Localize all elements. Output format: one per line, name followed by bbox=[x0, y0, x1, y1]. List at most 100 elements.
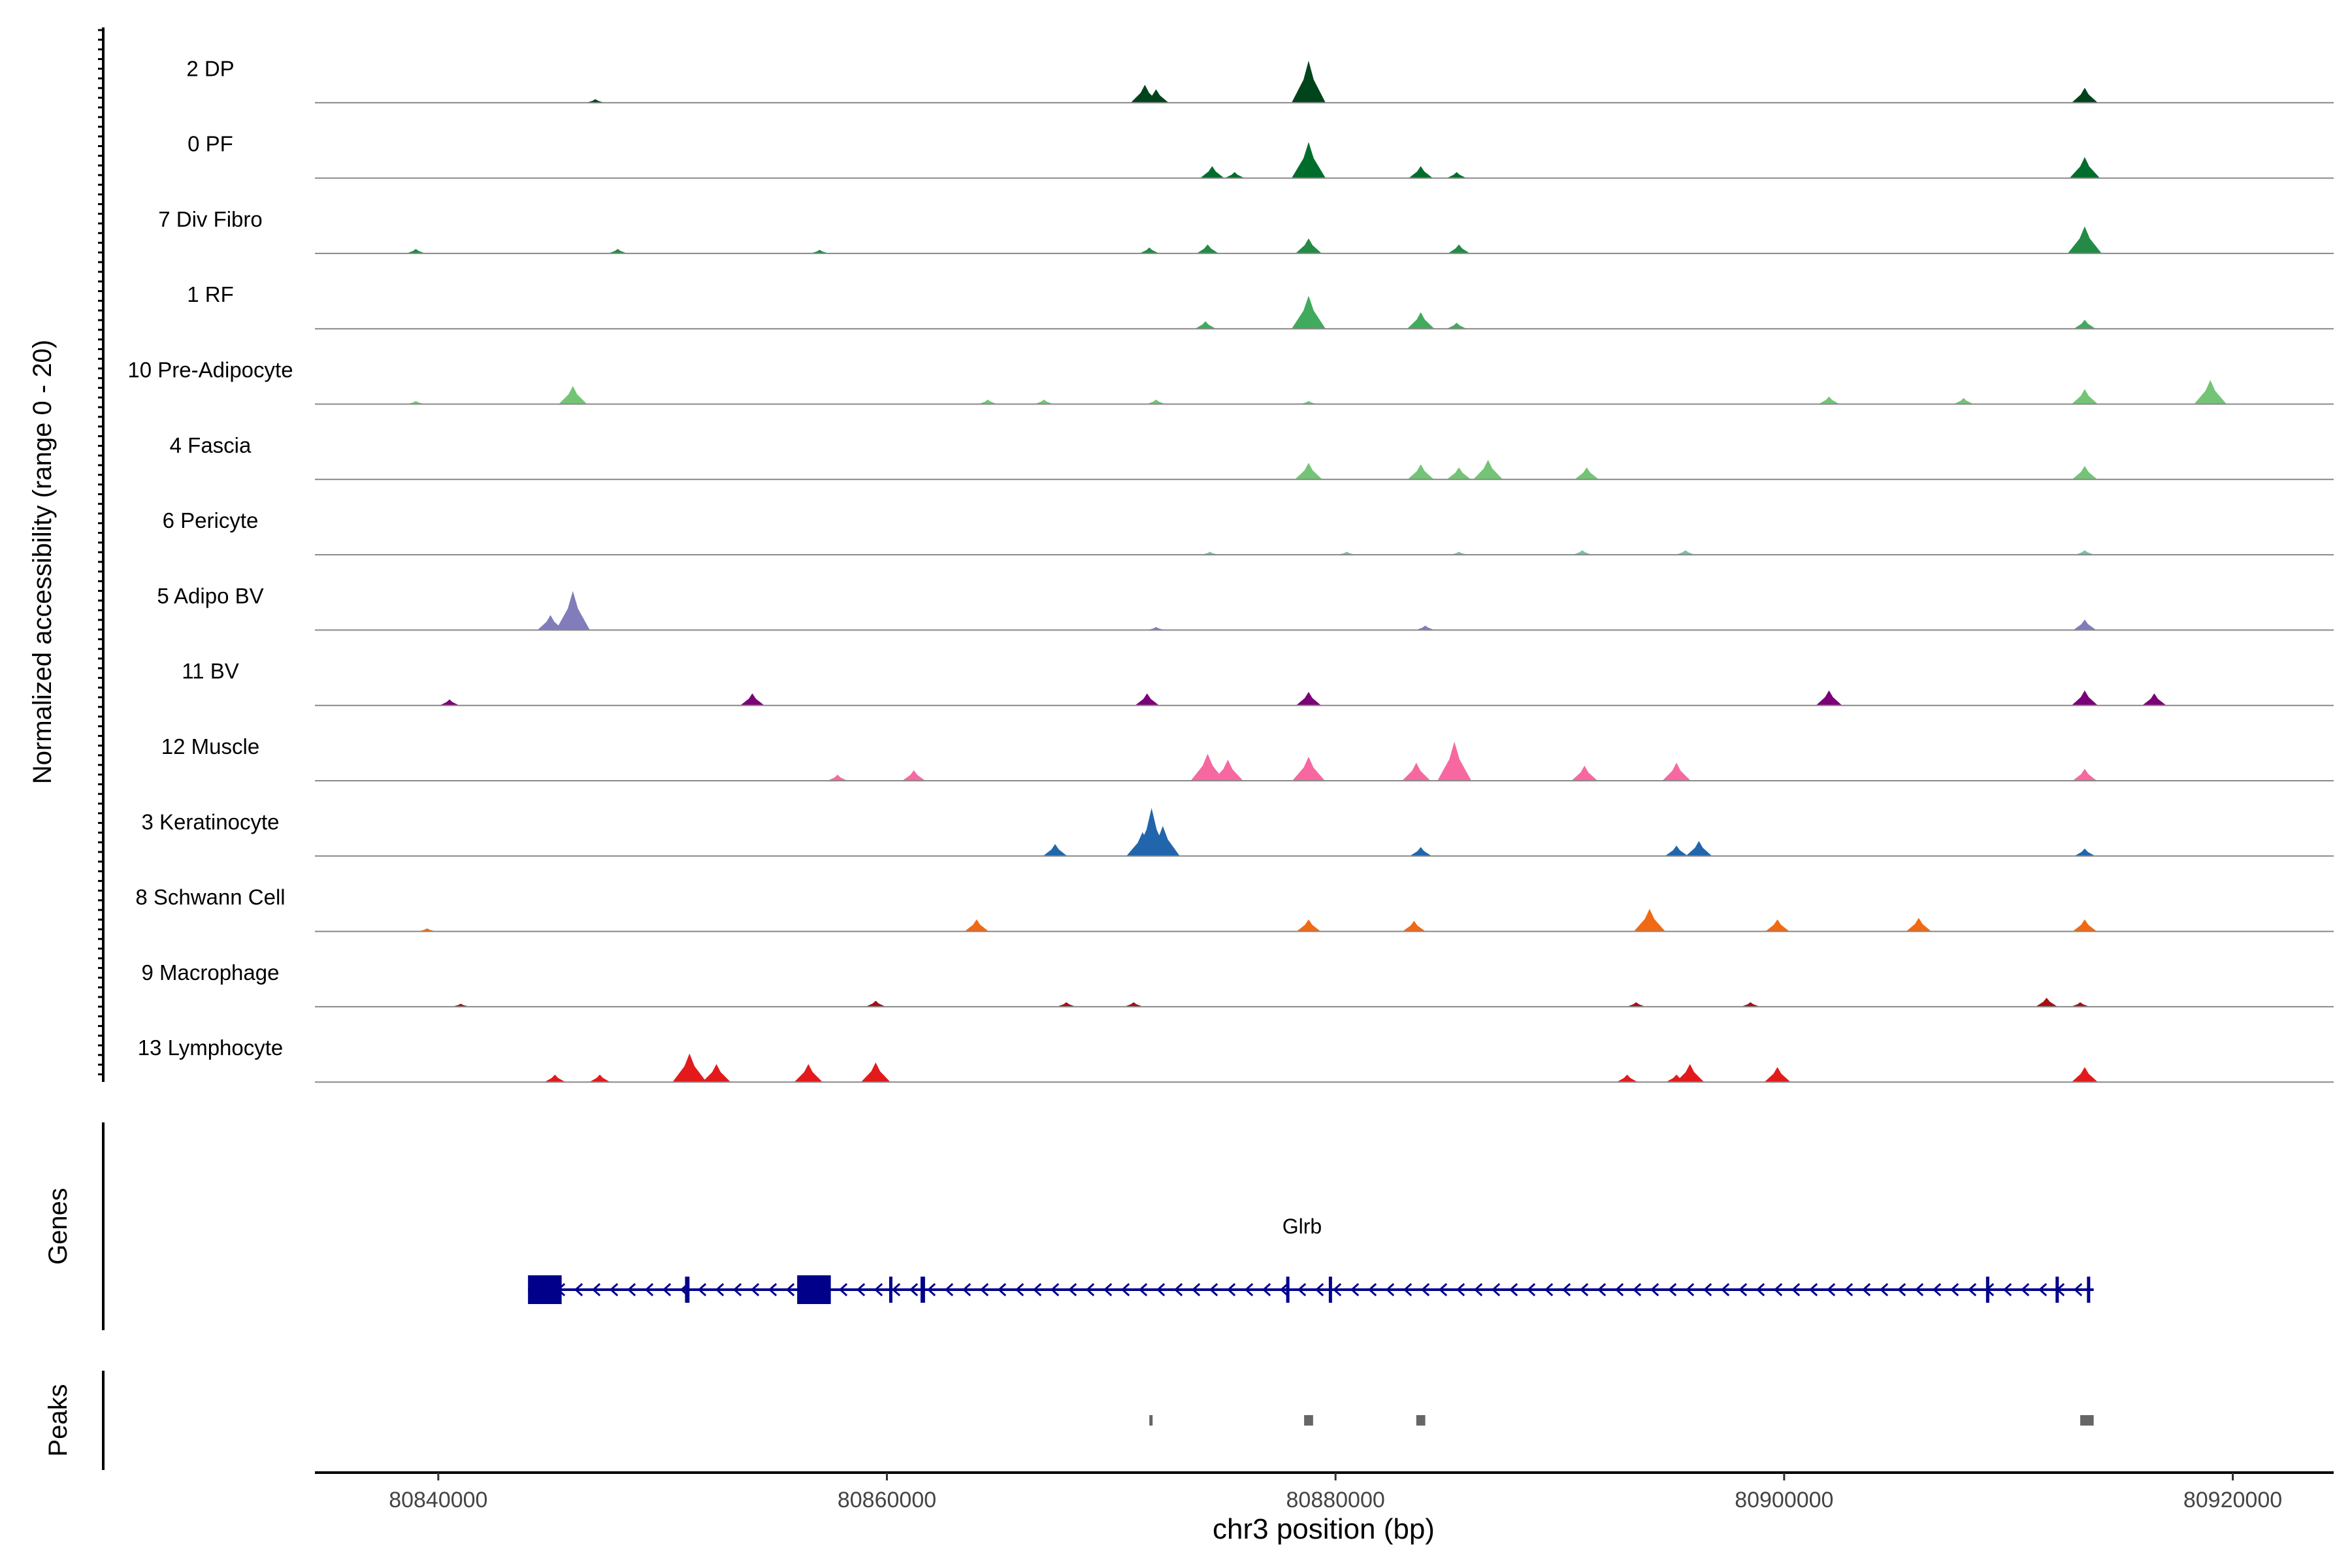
x-axis: 80840000 80860000 80880000 80900000 80920000… bbox=[315, 1471, 2334, 1545]
strand-arrow bbox=[1561, 1282, 1571, 1297]
coverage-peak bbox=[2069, 157, 2100, 178]
peak-mark bbox=[1416, 1415, 1426, 1426]
x-tick-label: 80860000 bbox=[838, 1488, 936, 1512]
strand-arrow bbox=[944, 1282, 954, 1297]
strand-arrow bbox=[1773, 1282, 1783, 1297]
gene-exon bbox=[1985, 1277, 1989, 1303]
coverage-peak bbox=[1616, 1074, 1638, 1083]
gene-model bbox=[528, 1275, 2094, 1304]
coverage-peak bbox=[586, 99, 605, 103]
coverage-peak bbox=[1190, 753, 1225, 781]
strand-arrow bbox=[1385, 1282, 1395, 1297]
gene-name-label: Glrb bbox=[1282, 1215, 1322, 1238]
x-tick-label: 80880000 bbox=[1286, 1488, 1385, 1512]
strand-arrow bbox=[1438, 1282, 1448, 1297]
track-label: 1 RF bbox=[187, 282, 234, 306]
coverage-peak bbox=[1953, 398, 1974, 404]
strand-arrow bbox=[1315, 1282, 1324, 1297]
strand-arrow bbox=[1808, 1282, 1818, 1297]
accessibility-y-axis bbox=[98, 27, 105, 1082]
strand-arrow bbox=[1367, 1282, 1377, 1297]
coverage-peak bbox=[860, 1062, 890, 1083]
strand-arrow bbox=[1914, 1282, 1924, 1297]
strand-arrow bbox=[1332, 1282, 1342, 1297]
track-label: 5 Adipo BV bbox=[157, 583, 263, 608]
strand-arrow bbox=[979, 1282, 989, 1297]
coverage-peak bbox=[810, 250, 829, 253]
coverage-peak bbox=[1213, 759, 1243, 781]
coverage-peak bbox=[1626, 1002, 1646, 1007]
track-label: 13 Lymphocyte bbox=[138, 1036, 284, 1060]
strand-arrow bbox=[1897, 1282, 1906, 1297]
strand-arrow bbox=[1103, 1282, 1113, 1297]
coverage-peak bbox=[1034, 399, 1054, 404]
coverage-peak bbox=[2035, 998, 2058, 1007]
strand-arrow bbox=[1032, 1282, 1042, 1297]
coverage-peak bbox=[1409, 847, 1432, 857]
track-label: 0 PF bbox=[188, 132, 233, 156]
strand-arrow bbox=[1050, 1282, 1060, 1297]
coverage-peak bbox=[1448, 244, 1470, 253]
gene-exon bbox=[1328, 1277, 1332, 1303]
peaks-axis-label: Peaks bbox=[44, 1384, 73, 1456]
coverage-peak bbox=[2072, 466, 2098, 480]
gene-exon bbox=[685, 1277, 690, 1303]
coverage-peak bbox=[1296, 692, 1322, 706]
strand-arrow bbox=[997, 1282, 1007, 1297]
track-13-lymphocyte: 13 Lymphocyte bbox=[138, 1036, 2334, 1083]
strand-arrow bbox=[926, 1282, 936, 1297]
strand-arrow bbox=[1650, 1282, 1659, 1297]
track-10-pre-adipocyte: 10 Pre-Adipocyte bbox=[127, 358, 2334, 405]
track-8-schwann-cell: 8 Schwann Cell bbox=[135, 885, 2334, 932]
strand-arrow bbox=[627, 1282, 636, 1297]
coverage-peak bbox=[1296, 919, 1321, 932]
coverage-peak bbox=[1473, 459, 1503, 480]
strand-arrow bbox=[1791, 1282, 1801, 1297]
strand-arrow bbox=[1226, 1282, 1236, 1297]
strand-arrow bbox=[715, 1282, 725, 1297]
coverage-peak bbox=[555, 591, 590, 630]
strand-arrow bbox=[1967, 1282, 1977, 1297]
strand-arrow bbox=[591, 1282, 601, 1297]
coverage-peak bbox=[1450, 551, 1468, 555]
coverage-peak bbox=[406, 249, 425, 253]
strand-arrow bbox=[1932, 1282, 1942, 1297]
coverage-peak bbox=[866, 1000, 886, 1007]
strand-arrow bbox=[2073, 1282, 2083, 1297]
coverage-peak bbox=[1409, 166, 1433, 178]
track-2-dp: 2 DP bbox=[186, 56, 2334, 104]
coverage-peak bbox=[1446, 467, 1471, 480]
strand-arrow bbox=[1120, 1282, 1130, 1297]
coverage-peak bbox=[2067, 226, 2102, 253]
coverage-peak bbox=[2194, 380, 2227, 404]
coverage-peak bbox=[978, 399, 998, 404]
coverage-peak bbox=[1437, 742, 1472, 781]
strand-arrow bbox=[1244, 1282, 1254, 1297]
coverage-peak bbox=[608, 249, 627, 253]
coverage-peak bbox=[1124, 1002, 1143, 1007]
strand-arrow bbox=[1209, 1282, 1218, 1297]
coverage-peak bbox=[2072, 919, 2097, 932]
coverage-peak bbox=[1575, 467, 1599, 480]
strand-arrow bbox=[1950, 1282, 1959, 1297]
coverage-peak bbox=[1196, 244, 1219, 253]
coverage-peak bbox=[1299, 400, 1318, 404]
strand-arrow bbox=[1473, 1282, 1483, 1297]
track-0-pf: 0 PF bbox=[188, 132, 2334, 179]
track-9-macrophage: 9 Macrophage bbox=[142, 960, 2334, 1007]
coverage-peak bbox=[559, 385, 587, 404]
strand-arrow bbox=[874, 1282, 883, 1297]
peak-mark bbox=[1304, 1415, 1313, 1426]
coverage-peak bbox=[2071, 389, 2098, 404]
strand-arrow bbox=[1738, 1282, 1748, 1297]
strand-arrow bbox=[909, 1282, 919, 1297]
strand-arrow bbox=[1279, 1282, 1289, 1297]
coverage-peak bbox=[2074, 319, 2096, 329]
coverage-peak bbox=[1337, 551, 1356, 555]
gene-exon bbox=[921, 1277, 925, 1303]
strand-arrow bbox=[2020, 1282, 2030, 1297]
strand-arrow bbox=[1403, 1282, 1413, 1297]
strand-arrow bbox=[2038, 1282, 2048, 1297]
coverage-peak bbox=[1135, 693, 1160, 706]
strand-arrow bbox=[750, 1282, 760, 1297]
